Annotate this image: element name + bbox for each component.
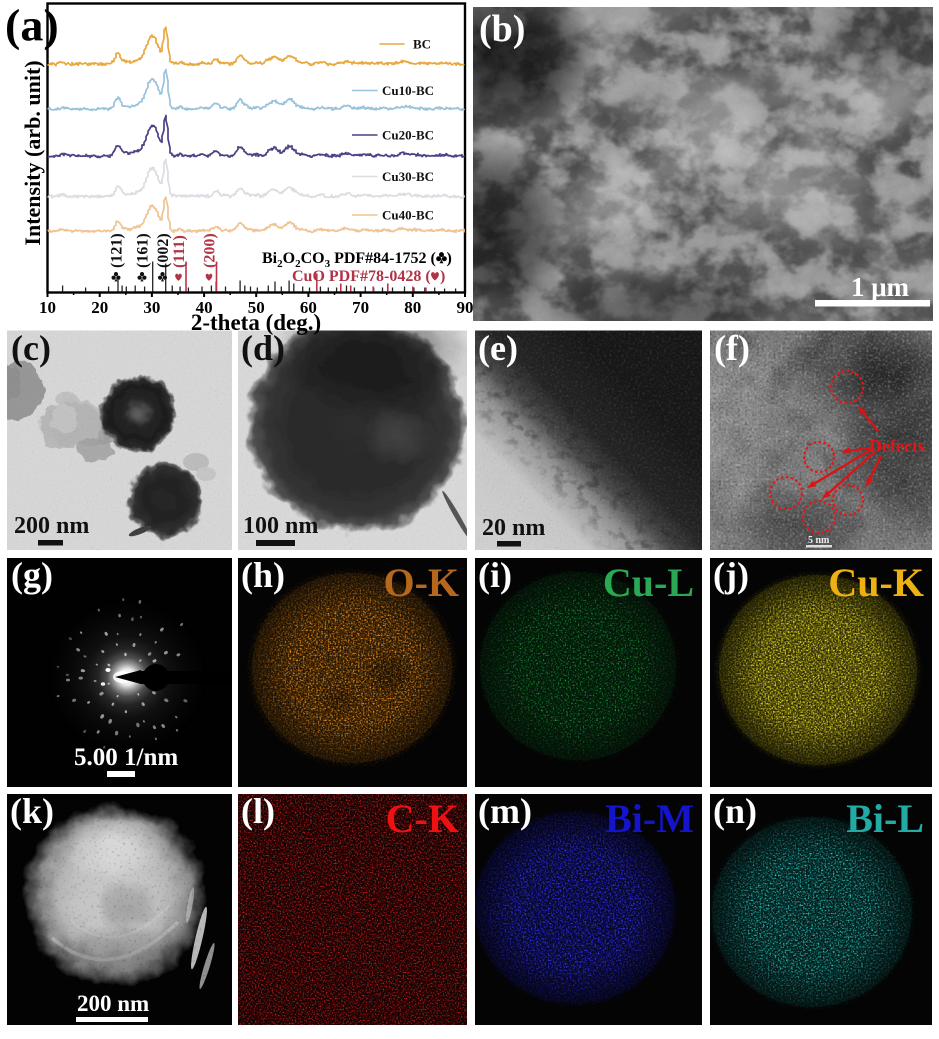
svg-text:Bi-L: Bi-L <box>846 796 924 841</box>
svg-text:30: 30 <box>143 298 160 317</box>
svg-text:): ) <box>440 268 445 285</box>
svg-text:(j): (j) <box>713 555 749 595</box>
svg-text:(i): (i) <box>478 555 512 595</box>
svg-text:(161): (161) <box>135 233 152 268</box>
svg-text:(m): (m) <box>478 791 532 831</box>
svg-text:5 nm: 5 nm <box>808 535 830 546</box>
svg-text:70: 70 <box>352 298 369 317</box>
svg-text:200 nm: 200 nm <box>77 991 149 1016</box>
svg-text:): ) <box>447 250 452 267</box>
svg-text:Cu-L: Cu-L <box>603 560 694 605</box>
svg-text:20: 20 <box>91 298 108 317</box>
svg-text:Bi-M: Bi-M <box>605 796 694 841</box>
svg-text:(121): (121) <box>109 233 126 268</box>
svg-text:200 nm: 200 nm <box>14 513 89 539</box>
svg-text:(111): (111) <box>171 235 188 268</box>
svg-text:O-K: O-K <box>383 560 459 605</box>
svg-text:50: 50 <box>248 298 265 317</box>
svg-text:Cu30-BC: Cu30-BC <box>382 169 434 184</box>
svg-text:Cu20-BC: Cu20-BC <box>382 128 434 143</box>
svg-text:5.00 1/nm: 5.00 1/nm <box>74 744 178 771</box>
svg-text:10: 10 <box>39 298 56 317</box>
svg-text:(a): (a) <box>5 0 59 51</box>
svg-text:(200): (200) <box>202 233 219 268</box>
svg-text:40: 40 <box>196 298 213 317</box>
svg-text:(n): (n) <box>713 791 757 831</box>
svg-text:(b): (b) <box>479 8 525 50</box>
svg-text:Intensity (arb. unit): Intensity (arb. unit) <box>20 60 45 245</box>
svg-text:80: 80 <box>404 298 421 317</box>
svg-text:(l): (l) <box>241 791 275 831</box>
svg-text:C-K: C-K <box>386 796 459 841</box>
svg-text:60: 60 <box>300 298 317 317</box>
svg-text:(d): (d) <box>241 328 285 368</box>
svg-text:(f): (f) <box>714 328 750 368</box>
svg-text:Defects: Defects <box>869 436 925 456</box>
svg-text:20 nm: 20 nm <box>482 515 545 541</box>
svg-text:90: 90 <box>457 298 474 317</box>
svg-text:Bi2O2CO3 PDF#84-1752 (: Bi2O2CO3 PDF#84-1752 ( <box>262 250 436 270</box>
svg-text:100 nm: 100 nm <box>243 513 318 539</box>
svg-text:Cu-K: Cu-K <box>828 560 924 605</box>
svg-text:(c): (c) <box>11 328 51 368</box>
svg-text:Cu40-BC: Cu40-BC <box>382 208 434 223</box>
svg-text:1 μm: 1 μm <box>851 272 910 302</box>
svg-text:(g): (g) <box>11 555 53 595</box>
svg-text:(e): (e) <box>478 328 518 368</box>
svg-text:BC: BC <box>413 37 431 52</box>
svg-text:(002): (002) <box>155 233 172 268</box>
svg-text:(h): (h) <box>241 555 285 595</box>
svg-text:Cu10-BC: Cu10-BC <box>382 83 434 98</box>
svg-text:(k): (k) <box>10 791 54 831</box>
svg-text:2-theta (deg.): 2-theta (deg.) <box>191 310 321 335</box>
svg-text:CuO PDF#78-0428 (: CuO PDF#78-0428 ( <box>292 268 431 285</box>
